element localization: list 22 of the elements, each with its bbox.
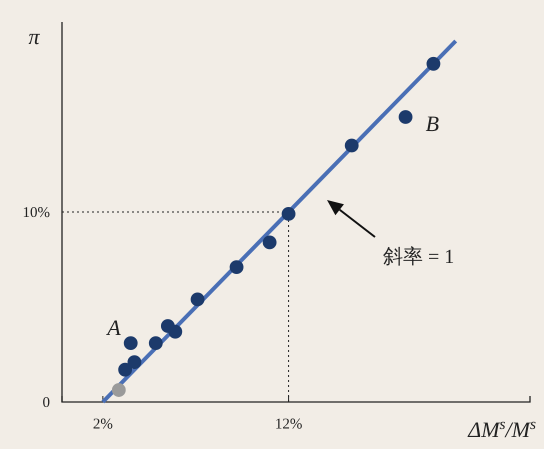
annotation: 斜率 = 1	[383, 246, 454, 268]
point	[160, 319, 175, 333]
point	[148, 336, 163, 350]
y-tick-label: 10%	[22, 204, 50, 221]
point	[118, 362, 132, 377]
point	[398, 110, 412, 124]
point	[124, 336, 138, 350]
point	[262, 236, 277, 250]
x-axis-title: ΔM$^{s}$/M$^{s}$	[467, 416, 536, 442]
point	[112, 383, 126, 397]
x-tick-label: 12%	[274, 416, 302, 433]
point	[282, 207, 296, 221]
annotation: A	[105, 315, 122, 340]
point	[344, 138, 359, 152]
y-axis-title: π	[28, 24, 40, 49]
y-tick-label: 0	[42, 394, 50, 411]
point	[230, 260, 244, 274]
point	[190, 292, 204, 306]
annotation: B	[426, 111, 440, 136]
point	[128, 355, 142, 369]
point	[426, 56, 440, 71]
x-tick-label: 2%	[92, 416, 113, 433]
